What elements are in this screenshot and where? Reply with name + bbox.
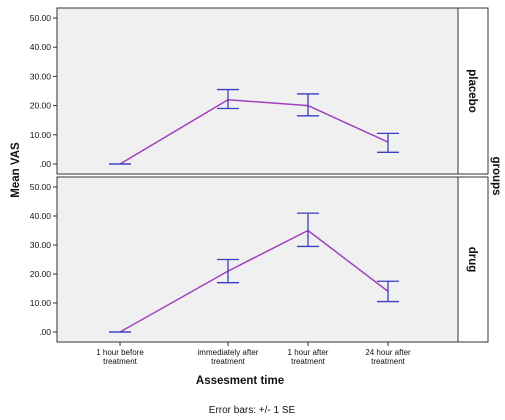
y-tick-label: .00 [39, 159, 51, 169]
panel-placebo: placebo .00 10.00 20.00 30.00 40.00 50.00 [30, 7, 489, 175]
error-bar [377, 280, 399, 303]
facet-title: groups [490, 157, 502, 196]
error-bar [297, 93, 319, 117]
y-tick-label: 20.00 [30, 269, 52, 279]
x-tick-label-line: treatment [211, 357, 246, 366]
facet-strip [457, 7, 489, 175]
y-tick-label: 20.00 [30, 101, 52, 111]
series-line [119, 229, 389, 333]
plot-area [56, 176, 459, 343]
x-tick-label: immediately after treatment [198, 348, 259, 366]
y-tick-label: .00 [39, 327, 51, 337]
y-tick-label: 10.00 [30, 298, 52, 308]
y-tick-label: 10.00 [30, 130, 52, 140]
x-tick-label-line: treatment [103, 357, 138, 366]
facet-strip-label: drug [466, 247, 478, 273]
x-tick-label-line: 1 hour after [288, 348, 329, 357]
y-tick-label: 40.00 [30, 211, 52, 221]
y-tick-label: 40.00 [30, 42, 52, 52]
y-tick-label: 50.00 [30, 182, 52, 192]
x-tick-label-line: immediately after [198, 348, 259, 357]
x-tick-label: 24 hour after treatment [365, 348, 411, 366]
panels-layer: placebo .00 10.00 20.00 30.00 40.00 50.00 drug.… [30, 7, 489, 343]
y-tick-label: 30.00 [30, 71, 52, 81]
facet-strip [457, 176, 489, 343]
panel-drug: drug .00 10.00 20.00 30.00 40.00 50.00 [30, 176, 489, 343]
x-tick-label-line: treatment [291, 357, 326, 366]
errorbar-footnote: Error bars: +/- 1 SE [209, 405, 296, 416]
y-tick-label: 30.00 [30, 240, 52, 250]
x-tick-label-line: treatment [371, 357, 406, 366]
x-tick-label: 1 hour before treatment [96, 348, 144, 366]
y-tick-label: 50.00 [30, 13, 52, 23]
x-tick-label: 1 hour after treatment [288, 348, 329, 366]
plot-area [56, 7, 459, 175]
series-line [119, 98, 389, 165]
x-tick-label-line: 1 hour before [96, 348, 144, 357]
x-axis-title: Assesment time [196, 375, 284, 387]
facet-strip-label: placebo [466, 69, 478, 112]
error-bar [377, 132, 399, 153]
error-bar [297, 212, 319, 248]
error-bar [217, 258, 239, 284]
y-axis-title: Mean VAS [10, 142, 22, 198]
x-tick-label-line: 24 hour after [365, 348, 411, 357]
error-bar [217, 88, 239, 110]
